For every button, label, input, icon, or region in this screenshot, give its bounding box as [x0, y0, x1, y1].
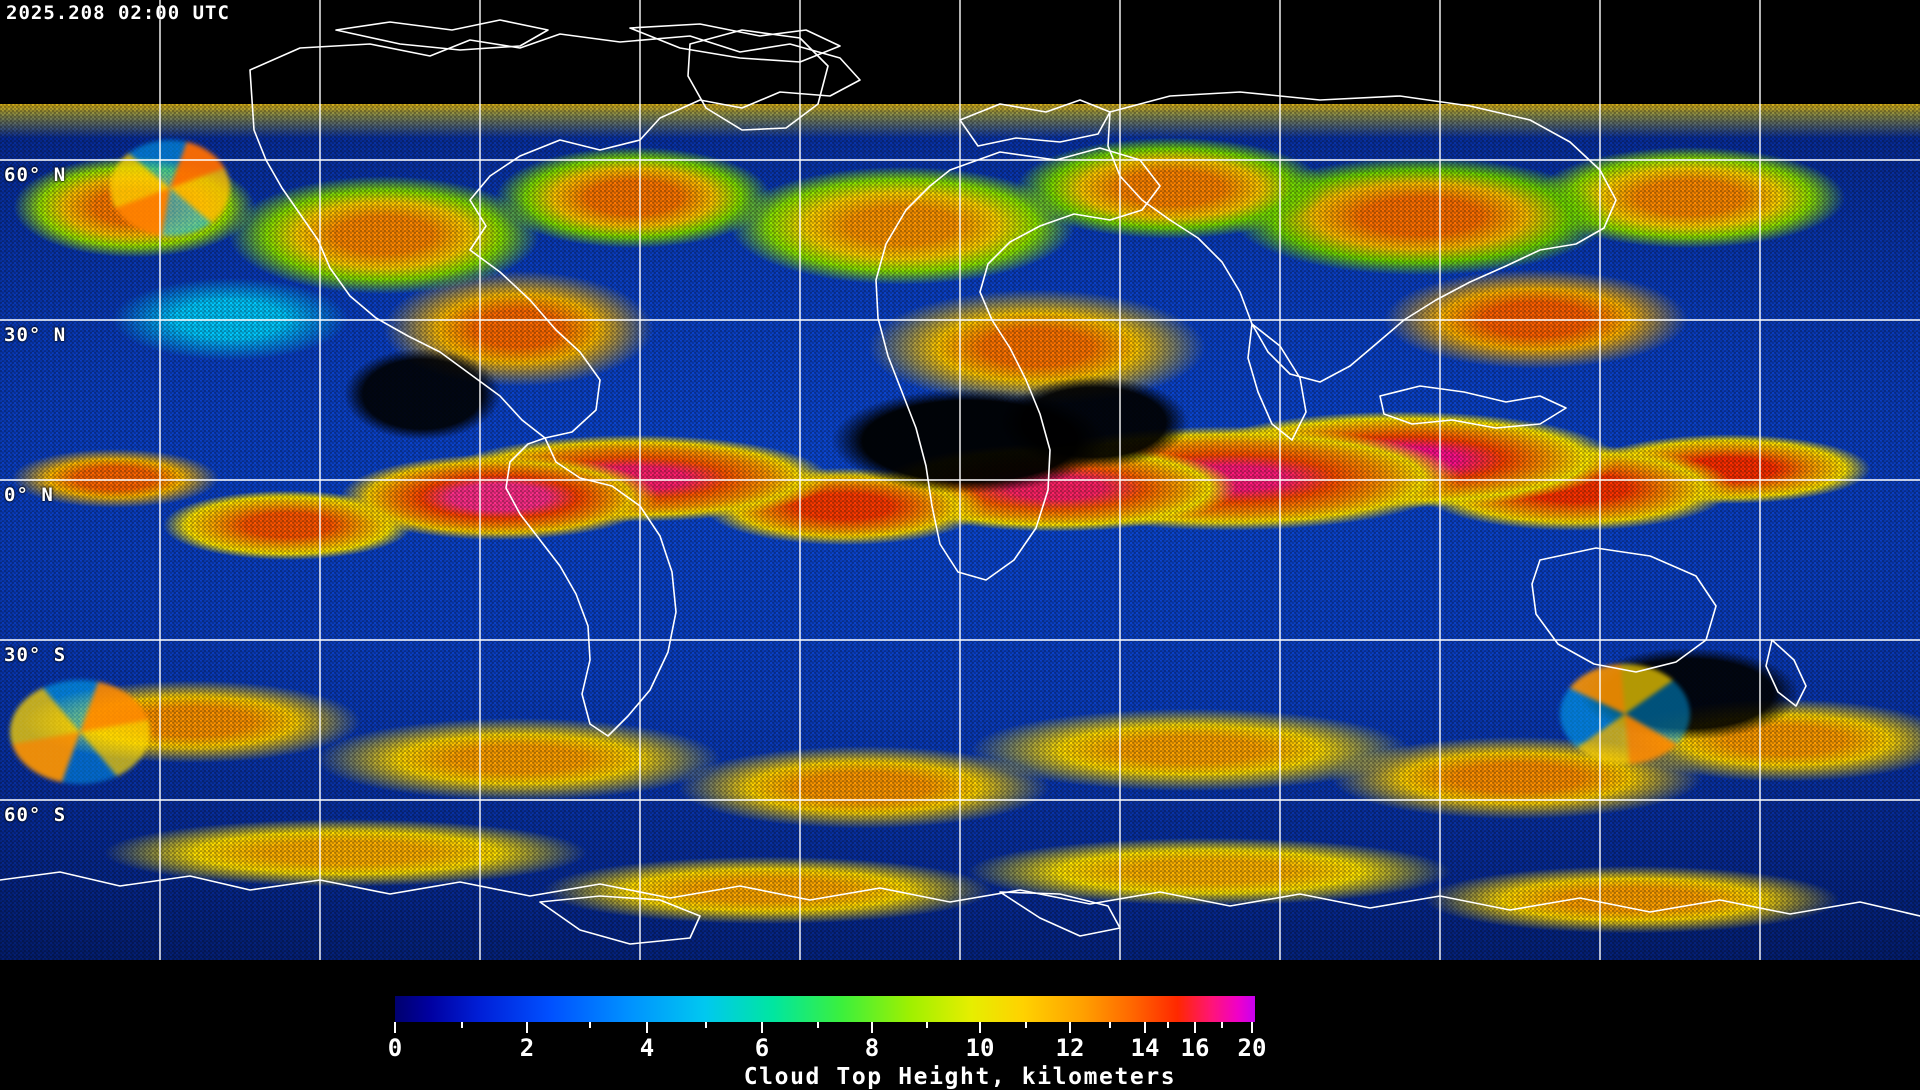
- colorbar-panel: 0 2 4 6 8 10 12 14 16 20 Cloud Top Height, kilome…: [0, 960, 1920, 1090]
- colorbar-ticks: [0, 1022, 1920, 1036]
- colorbar-minor-tick: [1025, 1022, 1027, 1028]
- lat-label-30s: 30° S: [4, 644, 67, 666]
- timestamp-label: 2025.208 02:00 UTC: [6, 2, 230, 24]
- colorbar-minor-tick: [589, 1022, 591, 1028]
- colorbar-tick-label-8: 8: [864, 1034, 880, 1062]
- colorbar-minor-tick: [705, 1022, 707, 1028]
- colorbar-minor-tick: [1221, 1022, 1223, 1028]
- colorbar-tick-label-10: 10: [965, 1034, 995, 1062]
- cyclone-north-pacific: [110, 140, 230, 236]
- global-satellite-map[interactable]: 60° N 30° N 0° N 30° S 60° S 2025.208 02…: [0, 0, 1920, 960]
- colorbar-major-tick: [646, 1022, 648, 1033]
- colorbar-tick-label-2: 2: [519, 1034, 535, 1062]
- colorbar-tick-label-0: 0: [387, 1034, 403, 1062]
- lat-label-0n: 0° N: [4, 484, 54, 506]
- colorbar-tick-label-16: 16: [1180, 1034, 1210, 1062]
- lat-label-30n: 30° N: [4, 324, 67, 346]
- colorbar-major-tick: [526, 1022, 528, 1033]
- colorbar-gradient[interactable]: [395, 996, 1255, 1022]
- colorbar-major-tick: [1144, 1022, 1146, 1033]
- colorbar-major-tick: [1194, 1022, 1196, 1033]
- colorbar-minor-tick: [461, 1022, 463, 1028]
- colorbar-tick-label-6: 6: [754, 1034, 770, 1062]
- cyclone-south-indian: [1560, 664, 1690, 764]
- colorbar-tick-label-20: 20: [1237, 1034, 1267, 1062]
- colorbar-major-tick: [1251, 1022, 1253, 1033]
- colorbar-tick-label-12: 12: [1055, 1034, 1085, 1062]
- satellite-data-band: [0, 104, 1920, 960]
- lat-label-60s: 60° S: [4, 804, 67, 826]
- colorbar-major-tick: [761, 1022, 763, 1033]
- colorbar-minor-tick: [926, 1022, 928, 1028]
- colorbar-tick-label-14: 14: [1130, 1034, 1160, 1062]
- lat-label-60n: 60° N: [4, 164, 67, 186]
- colorbar-tick-label-4: 4: [639, 1034, 655, 1062]
- colorbar-minor-tick: [1167, 1022, 1169, 1028]
- colorbar-minor-tick: [1109, 1022, 1111, 1028]
- colorbar-major-tick: [394, 1022, 396, 1033]
- colorbar-minor-tick: [817, 1022, 819, 1028]
- colorbar-major-tick: [979, 1022, 981, 1033]
- cyclone-south-pacific: [10, 680, 150, 784]
- colorbar-title: Cloud Top Height, kilometers: [743, 1064, 1177, 1090]
- colorbar-major-tick: [871, 1022, 873, 1033]
- colorbar-major-tick: [1069, 1022, 1071, 1033]
- retrieval-speckle-layer-2: [0, 104, 1920, 960]
- map-canvas: 60° N 30° N 0° N 30° S 60° S: [0, 0, 1920, 960]
